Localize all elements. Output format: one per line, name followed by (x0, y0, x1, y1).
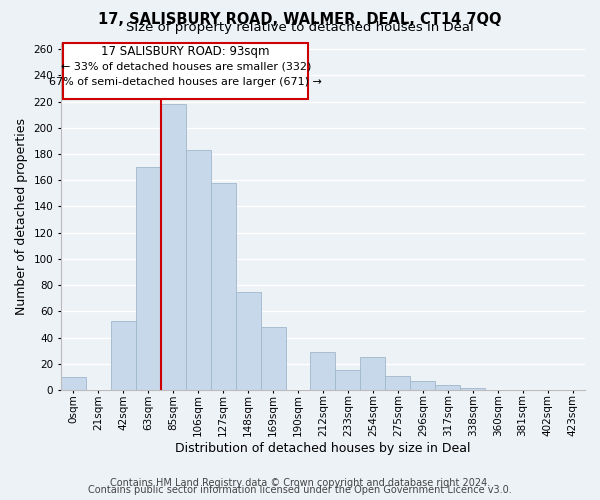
Bar (335, 370, 361, 390)
Bar (460, 388, 485, 390)
Bar (310, 352, 335, 390)
FancyBboxPatch shape (64, 42, 308, 99)
Text: 17 SALISBURY ROAD: 93sqm: 17 SALISBURY ROAD: 93sqm (101, 46, 270, 59)
Bar (136, 167, 161, 390)
Text: Size of property relative to detached houses in Deal: Size of property relative to detached ho… (126, 22, 474, 35)
Text: Contains HM Land Registry data © Crown copyright and database right 2024.: Contains HM Land Registry data © Crown c… (110, 478, 490, 488)
Text: Contains public sector information licensed under the Open Government Licence v3: Contains public sector information licen… (88, 485, 512, 495)
Bar (410, 381, 435, 390)
Text: ← 33% of detached houses are smaller (332): ← 33% of detached houses are smaller (33… (61, 62, 311, 72)
Bar (61, 377, 86, 390)
Bar (186, 150, 211, 390)
Bar (211, 183, 236, 390)
Bar (385, 376, 410, 390)
Bar (435, 385, 460, 390)
X-axis label: Distribution of detached houses by size in Deal: Distribution of detached houses by size … (175, 442, 471, 455)
Text: 67% of semi-detached houses are larger (671) →: 67% of semi-detached houses are larger (… (49, 78, 322, 88)
Y-axis label: Number of detached properties: Number of detached properties (15, 118, 28, 315)
Bar (361, 358, 385, 390)
Text: 17, SALISBURY ROAD, WALMER, DEAL, CT14 7QQ: 17, SALISBURY ROAD, WALMER, DEAL, CT14 7… (98, 12, 502, 26)
Bar (260, 327, 286, 390)
Bar (161, 104, 186, 390)
Bar (236, 292, 260, 390)
Bar (111, 320, 136, 390)
